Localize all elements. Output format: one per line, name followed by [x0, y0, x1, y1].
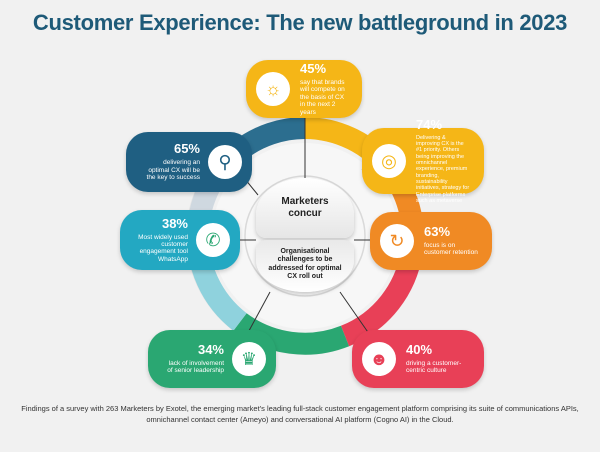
card-38-value: 38% [161, 215, 188, 231]
card-45-value: 45% [300, 60, 327, 76]
card-65-desc: delivering an optimal CX will be the key… [146, 159, 200, 182]
card-40-desc: driving a customer-centric culture [406, 360, 462, 375]
center-challenges: Organisational challenges to be addresse… [256, 240, 354, 292]
card-34-value: 34% [197, 342, 224, 358]
card-45-percent: ☼ 45% say that brands will compete on th… [246, 60, 362, 118]
card-65-percent: 65% delivering an optimal CX will be the… [126, 132, 252, 192]
card-45-desc: say that brands will compete on the basi… [300, 78, 345, 116]
center-top-label: Marketers concur [281, 196, 329, 219]
footer-note: Findings of a survey with 263 Marketers … [21, 404, 579, 424]
card-63-value: 63% [424, 224, 451, 240]
card-74-desc: Delivering & improving CX is the #1 prio… [416, 134, 470, 204]
card-63-desc: focus is on customer retention [424, 242, 478, 257]
card-74-percent: ◎ 74% Delivering & improving CX is the #… [362, 117, 484, 204]
ring-segment-green [233, 313, 350, 355]
card-40-value: 40% [406, 342, 433, 358]
whatsapp-icon: ✆ [196, 223, 230, 257]
card-40-percent: ☻ 40% driving a customer-centric culture [352, 330, 484, 388]
center-marketers-concur: Marketers concur [256, 178, 354, 238]
page-title: Customer Experience: The new battlegroun… [32, 10, 568, 35]
lightbulb-icon: ☼ [256, 72, 290, 106]
person-icon: ☻ [362, 342, 396, 376]
card-63-percent: ↻ 63% focus is on customer retention [370, 212, 492, 270]
retention-icon: ↻ [380, 224, 414, 258]
card-34-desc: lack of involvement of senior leadership [167, 360, 224, 375]
card-65-value: 65% [173, 141, 200, 157]
center-bottom-label: Organisational challenges to be addresse… [268, 248, 342, 281]
target-icon: ◎ [372, 144, 406, 178]
leadership-icon: ♛ [232, 342, 266, 376]
card-74-value: 74% [416, 116, 443, 132]
card-38-percent: 38% Most widely used customer engagement… [120, 210, 240, 270]
card-34-percent: 34% lack of involvement of senior leader… [148, 330, 276, 388]
card-38-desc: Most widely used customer engagement too… [138, 233, 188, 263]
key-icon: ⚲ [208, 145, 242, 179]
